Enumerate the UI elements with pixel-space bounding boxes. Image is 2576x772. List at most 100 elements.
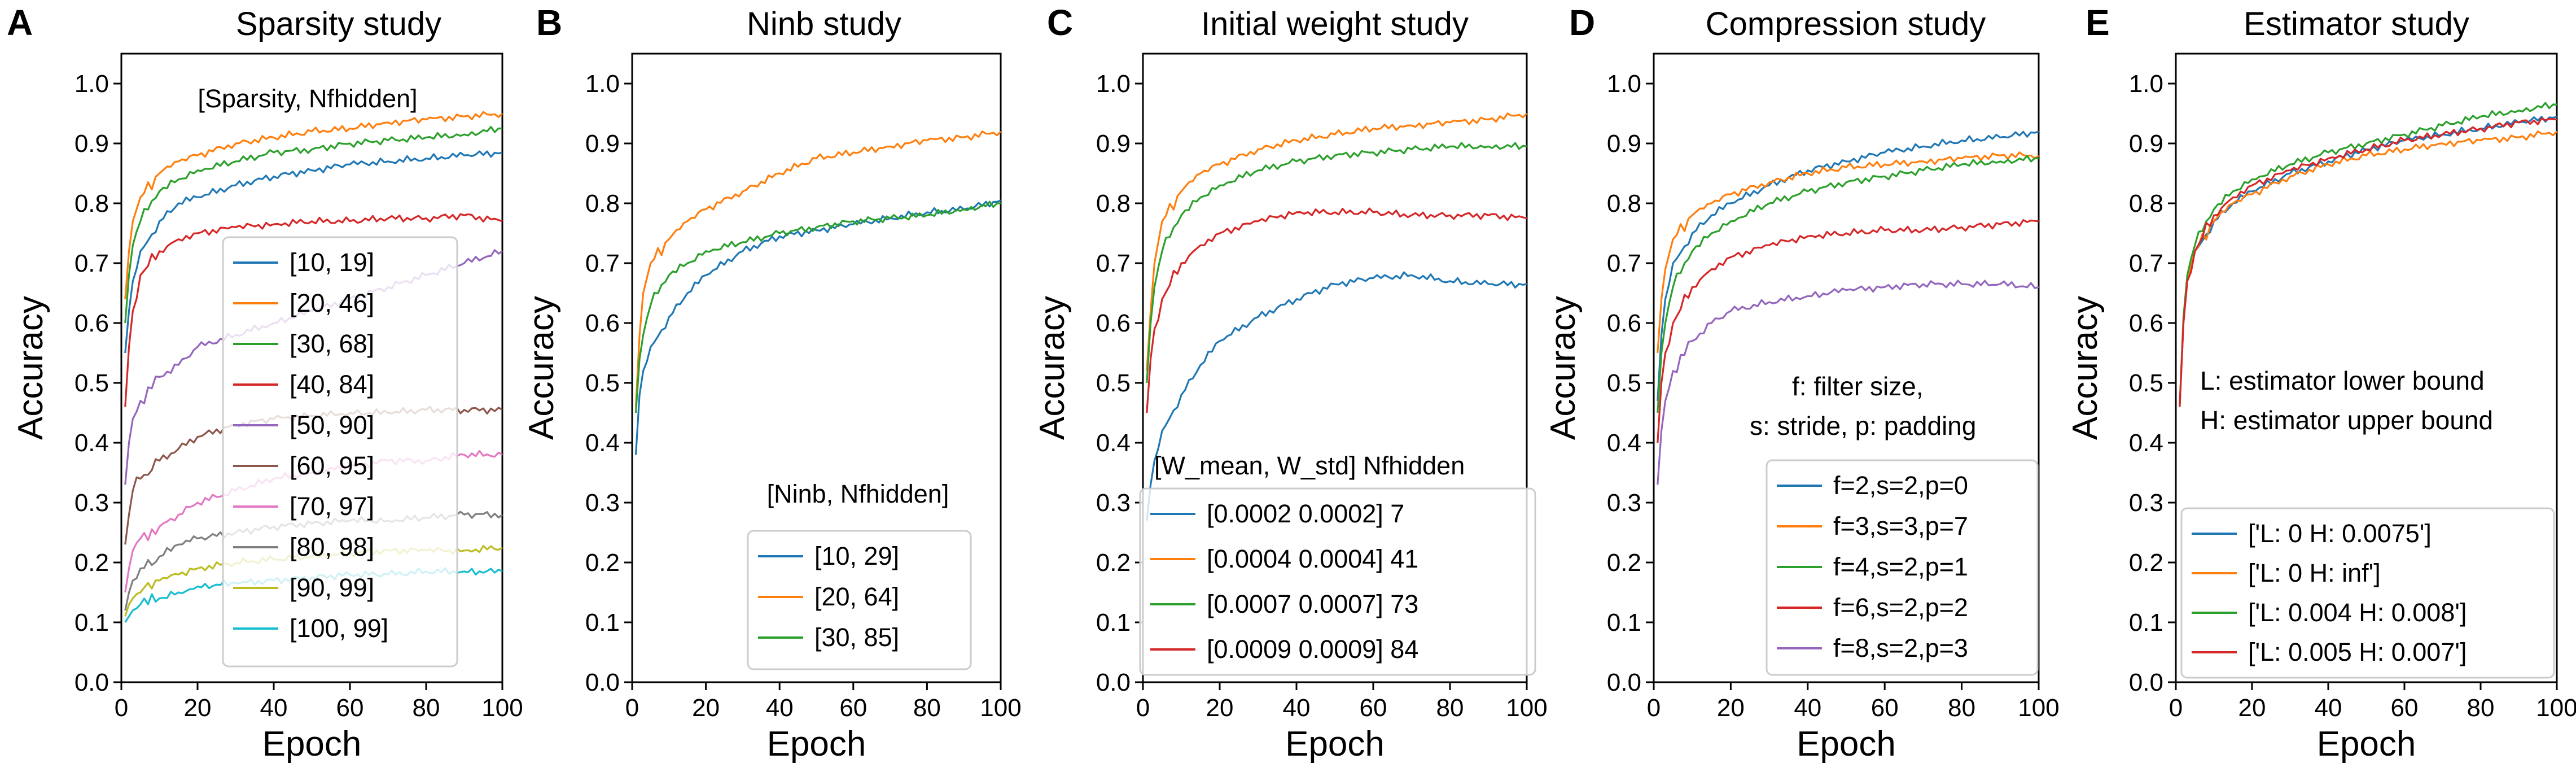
y-tick-label: 0.7 [585,250,620,277]
x-tick-label: 60 [336,694,364,722]
y-tick-label: 0.2 [75,549,109,577]
legend-label: f=8,s=2,p=3 [1833,634,1968,662]
y-tick-label: 0.6 [585,309,620,337]
series-line [1657,219,2039,443]
series-line [124,213,503,407]
series-line [1657,155,2039,413]
x-tick-label: 40 [1283,694,1311,722]
y-tick-label: 0.0 [1607,669,1641,696]
legend-label: f=4,s=2,p=1 [1833,552,1968,581]
x-axis-label: Epoch [1797,725,1896,764]
y-tick-label: 1.0 [1096,70,1131,98]
y-axis-label: Accuracy [2066,296,2105,440]
y-tick-label: 0.2 [2129,549,2163,577]
panel-letter: B [536,2,562,43]
legend-title: [W_mean, W_std] Nfhidden [1154,451,1465,480]
x-tick-label: 80 [2467,694,2495,722]
y-tick-label: 1.0 [75,70,109,98]
legend: [W_mean, W_std] Nfhidden [0.0002 0.0002] … [1139,451,1536,676]
plot-frame [631,53,1002,683]
legend-label: [40, 84] [290,370,374,399]
series-line [1657,130,2039,401]
legend-label: [60, 95] [290,451,374,480]
x-tick-label: 60 [1871,694,1899,722]
legend-label: [50, 90] [290,411,374,439]
legend-label: ['L: 0 H: 0.0075'] [2248,519,2432,548]
y-tick-label: 0.4 [1607,429,1641,457]
x-tick-label: 40 [2315,694,2342,722]
x-tick-label: 0 [625,694,639,722]
x-tick-label: 100 [2536,694,2576,722]
x-tick-label: 80 [913,694,941,722]
series-lines [2179,102,2558,407]
y-tick-label: 0.5 [75,369,109,397]
legend-label: [10, 19] [290,248,374,277]
y-tick-label: 0.4 [585,429,620,457]
legend: f=2,s=2,p=0 f=3,s=3,p=7 f=4,s=2,p=1 f=6,s=2… [1765,459,2039,676]
x-axis-label: Epoch [262,725,362,764]
y-axis-label: Accuracy [1033,296,1072,440]
panel-letter: E [2086,2,2110,43]
legend-label: f=3,s=3,p=7 [1833,512,1968,540]
panel-title: Compression study [1706,6,1986,42]
y-tick-label: 0.4 [2129,429,2163,457]
legend-label: f=2,s=2,p=0 [1833,471,1968,500]
y-tick-label: 0.1 [2129,609,2163,636]
legend-box [1139,487,1536,676]
legend-box [2180,507,2555,679]
x-tick-label: 20 [1717,694,1745,722]
series-line [124,111,503,299]
legend-label: ['L: 0.004 H: 0.008'] [2248,598,2467,627]
series-line [124,150,503,354]
y-axis-label: Accuracy [11,296,50,440]
legend-label: [20, 64] [814,582,899,611]
series-line [1146,112,1528,371]
plot-frame [1142,53,1528,683]
panel-a: A Sparsity study 0.0 0.1 0.2 0.3 0.4 0.5 0.6 0.7 0… [7,2,523,764]
y-tick-label: 0.1 [585,609,620,636]
legend-box [222,236,458,668]
x-tick-label: 40 [766,694,794,722]
panel-letter: A [7,2,33,43]
legend-label: [100, 99] [290,614,388,643]
legend-label: [0.0009 0.0009] 84 [1207,635,1418,664]
legend-title: [Ninb, Nfhidden] [767,479,949,508]
x-tick-label: 20 [2238,694,2266,722]
series-line [2179,102,2557,407]
series-lines [1146,112,1528,521]
y-tick-label: 1.0 [1607,70,1641,98]
legend-label: [90, 99] [290,573,374,602]
panel-title: Estimator study [2244,6,2469,42]
y-tick-label: 0.1 [75,609,109,636]
legend-label: [10, 29] [814,542,899,570]
legend: [10, 19] [20, 46] [30, 68] [40, 84] [50, 90]… [222,236,458,668]
y-tick-label: 0.0 [585,669,620,696]
series-line [634,200,1001,413]
annotation-text: H: estimator upper bound [2200,405,2493,435]
y-tick-label: 0.7 [2129,250,2163,277]
x-tick-label: 40 [1794,694,1821,722]
plot-frame [120,53,503,683]
annotation-text: L: estimator lower bound [2200,366,2485,395]
legend-label: [0.0004 0.0004] 41 [1207,544,1418,573]
legend: ['L: 0 H: 0.0075'] ['L: 0 H: inf'] ['L: 0.… [2180,507,2555,679]
x-tick-label: 0 [2169,694,2183,722]
plot-frame [1653,53,2040,683]
y-tick-label: 0.8 [75,190,109,217]
y-tick-label: 0.3 [75,489,109,517]
y-tick-label: 0.9 [2129,130,2163,158]
x-tick-label: 100 [1506,694,1547,722]
x-tick-label: 0 [1136,694,1150,722]
y-tick-label: 0.8 [1096,190,1131,217]
y-tick-label: 0.2 [1607,549,1641,577]
panel-c: C Initial weight study 0.0 0.1 0.2 0.3 0.4 0.5 0… [1033,2,1548,764]
x-tick-label: 60 [839,694,867,722]
x-tick-label: 100 [980,694,1021,722]
legend-label: [0.0002 0.0002] 7 [1207,499,1404,528]
series-line [634,199,1001,455]
y-tick-label: 0.9 [585,130,620,158]
y-tick-label: 0.3 [1607,489,1641,517]
x-tick-label: 80 [1436,694,1464,722]
panel-title: Ninb study [747,6,901,42]
